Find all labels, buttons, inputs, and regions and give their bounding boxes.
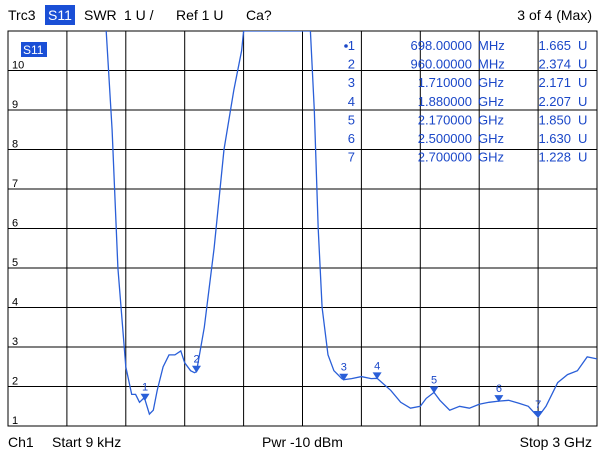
power-level[interactable]: Pwr -10 dBm <box>262 434 343 450</box>
stop-frequency[interactable]: Stop 3 GHz <box>519 434 592 450</box>
trace-scale[interactable]: 1 U / <box>124 7 154 23</box>
marker-table-frequency[interactable]: 960.00000 <box>411 57 472 72</box>
y-tick-label: 4 <box>12 297 18 309</box>
active-marker-dot <box>344 44 348 48</box>
marker-table-value-unit: U <box>578 112 587 127</box>
trace-parameter-badge[interactable]: S11 <box>45 5 75 25</box>
marker-1-label: 1 <box>142 382 148 394</box>
marker-table-number[interactable]: 6 <box>348 131 355 146</box>
marker-7-label: 7 <box>535 399 541 411</box>
trace-header: Trc3 S11 SWR 1 U / Ref 1 U Ca? 3 of 4 (M… <box>0 0 600 30</box>
swr-trace-line <box>105 31 597 419</box>
marker-table-unit: GHz <box>478 131 504 146</box>
grid <box>7 30 598 427</box>
marker-table-unit: GHz <box>478 112 504 127</box>
marker-table-value-unit: U <box>578 150 587 165</box>
marker-table-value-unit: U <box>578 57 587 72</box>
marker-table-value[interactable]: 1.228 <box>538 150 571 165</box>
marker-table-number[interactable]: 1 <box>348 38 355 53</box>
marker-4-label: 4 <box>374 360 380 372</box>
marker-table-number[interactable]: 7 <box>348 150 355 165</box>
marker-table-frequency[interactable]: 2.500000 <box>418 131 472 146</box>
marker-table-number[interactable]: 2 <box>348 57 355 72</box>
marker-2-label: 2 <box>193 354 199 366</box>
marker-table-frequency[interactable]: 2.700000 <box>418 150 472 165</box>
y-tick-label: 5 <box>12 257 18 269</box>
y-tick-label: 9 <box>12 99 18 111</box>
trace-format[interactable]: SWR <box>84 7 117 23</box>
marker-table-value[interactable]: 2.207 <box>538 94 571 109</box>
marker-table-value-unit: U <box>578 131 587 146</box>
y-tick-label: 2 <box>12 376 18 388</box>
y-tick-label: 3 <box>12 336 18 348</box>
marker-table-number[interactable]: 5 <box>348 112 355 127</box>
y-tick-label: 8 <box>12 139 18 151</box>
trace-group <box>105 31 597 419</box>
marker-6-triangle[interactable] <box>494 395 504 403</box>
marker-4-triangle[interactable] <box>372 372 382 380</box>
channel-label[interactable]: Ch1 <box>8 434 34 450</box>
marker-table-number[interactable]: 4 <box>348 94 355 109</box>
marker-table-value-unit: U <box>578 75 587 90</box>
marker-table-value[interactable]: 1.665 <box>538 38 571 53</box>
start-frequency[interactable]: Start 9 kHz <box>52 434 122 450</box>
marker-7-triangle[interactable] <box>533 410 543 418</box>
marker-3-triangle[interactable] <box>339 373 349 381</box>
y-tick-label: 1 <box>12 415 18 427</box>
y-tick-label: 6 <box>12 218 18 230</box>
marker-table-number[interactable]: 3 <box>348 75 355 90</box>
marker-table[interactable]: 1 698.00000 MHz 1.665 U 2 960.00000 MHz 2.374 U 3 1… <box>344 38 587 165</box>
marker-5-triangle[interactable] <box>429 386 439 394</box>
marker-6-label: 6 <box>496 383 502 395</box>
marker-table-frequency[interactable]: 2.170000 <box>418 112 472 127</box>
marker-5-label: 5 <box>431 374 437 386</box>
channel-footer: Ch1 Start 9 kHz Pwr -10 dBm Stop 3 GHz <box>0 432 600 454</box>
marker-table-frequency[interactable]: 1.710000 <box>418 75 472 90</box>
y-axis-ticks: 10 9 8 7 6 5 4 3 2 1 S11 <box>12 42 47 427</box>
marker-table-unit: GHz <box>478 150 504 165</box>
marker-table-value[interactable]: 1.630 <box>538 131 571 146</box>
marker-table-unit: MHz <box>478 57 505 72</box>
trace-badge-bg <box>21 42 47 57</box>
marker-page-indicator[interactable]: 3 of 4 (Max) <box>517 7 592 23</box>
marker-table-frequency[interactable]: 1.880000 <box>418 94 472 109</box>
y-tick-label: 7 <box>12 178 18 190</box>
marker-table-frequency[interactable]: 698.00000 <box>411 38 472 53</box>
marker-table-value-unit: U <box>578 94 587 109</box>
trace-label[interactable]: Trc3 <box>8 7 36 23</box>
trace-badge-label: S11 <box>23 43 44 57</box>
marker-table-value[interactable]: 2.374 <box>538 57 571 72</box>
markers: 1 2 3 4 5 6 7 <box>140 354 543 418</box>
marker-3-label: 3 <box>341 362 347 374</box>
calibration-status: Ca? <box>246 7 272 23</box>
trace-reference[interactable]: Ref 1 U <box>176 7 224 23</box>
marker-1-triangle[interactable] <box>140 393 150 401</box>
marker-table-unit: MHz <box>478 38 505 53</box>
marker-table-value-unit: U <box>578 38 587 53</box>
marker-table-value[interactable]: 1.850 <box>538 112 571 127</box>
marker-2-triangle[interactable] <box>191 365 201 373</box>
marker-table-unit: GHz <box>478 75 504 90</box>
y-tick-label: 10 <box>12 60 24 72</box>
marker-table-value[interactable]: 2.171 <box>538 75 571 90</box>
marker-table-unit: GHz <box>478 94 504 109</box>
